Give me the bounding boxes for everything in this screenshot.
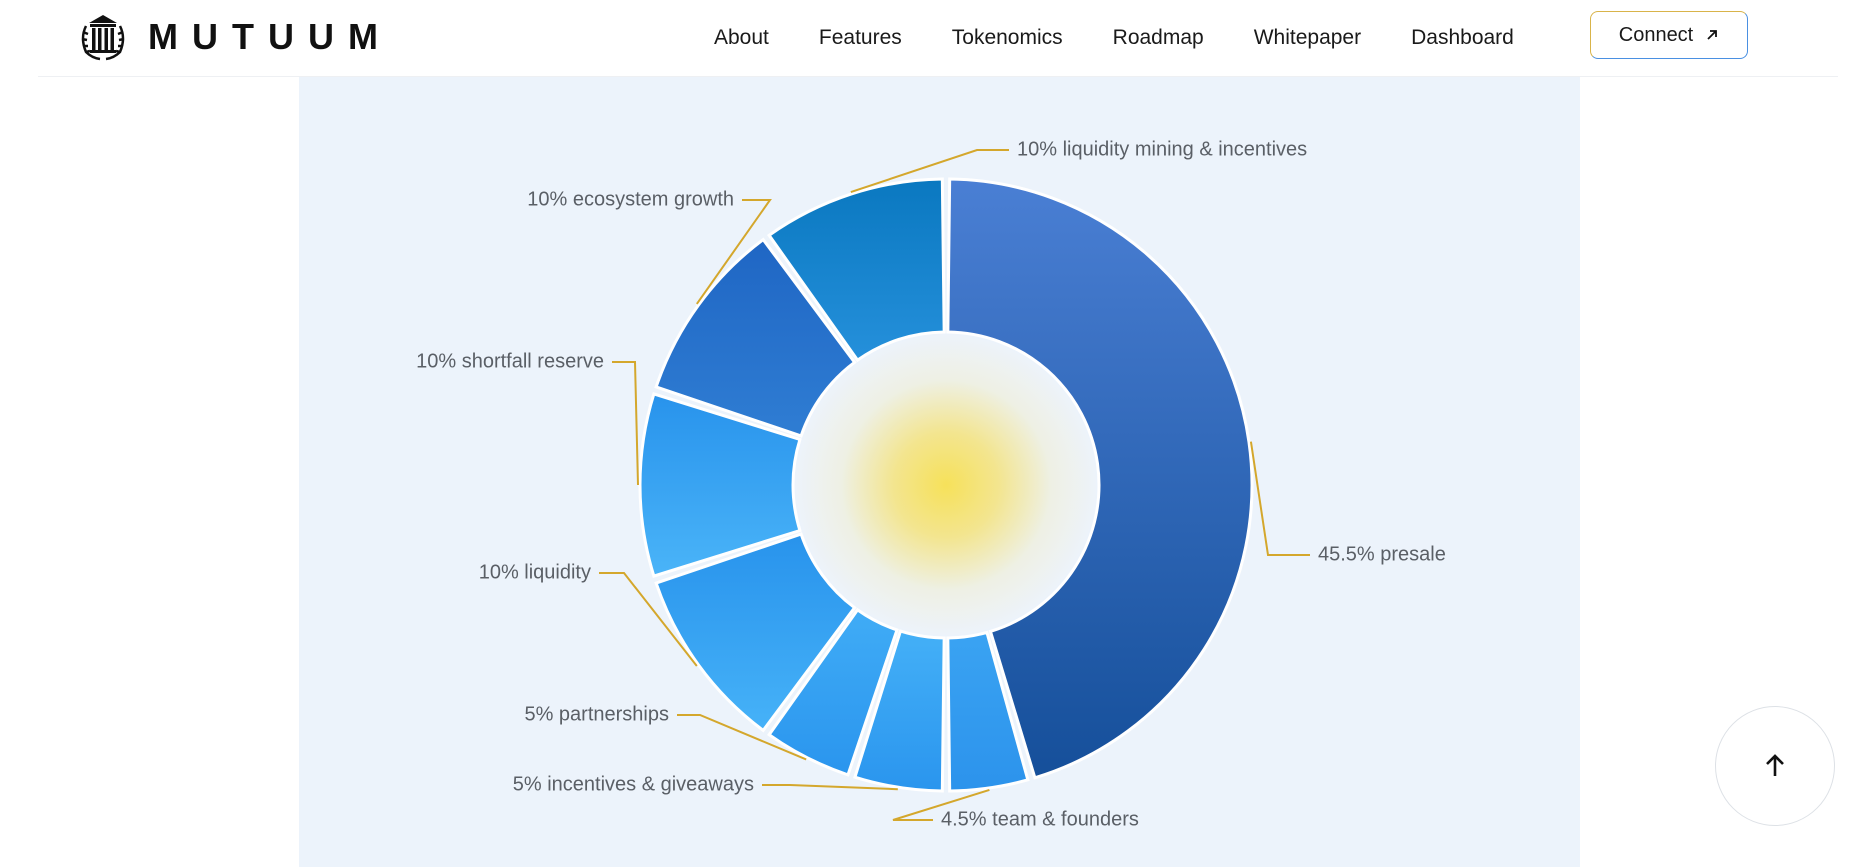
leader-line-2	[892, 788, 990, 821]
logo-text: MUTUUM	[148, 16, 392, 57]
nav-whitepaper[interactable]: Whitepaper	[1253, 26, 1362, 49]
donut-slice-8[interactable]	[767, 177, 946, 363]
arrow-up-right-icon	[1707, 30, 1718, 40]
slice-label-3: 5% incentives & giveaways	[513, 773, 754, 795]
donut-slice-2[interactable]	[946, 630, 1030, 793]
nav-features[interactable]: Features	[818, 26, 902, 49]
leader-line-1	[1249, 441, 1310, 556]
leader-line-4	[677, 714, 807, 761]
site-header: MUTUUM About Features Tokenomics Roadmap…	[38, 0, 1838, 77]
nav-about[interactable]: About	[714, 26, 769, 49]
nav-dashboard[interactable]: Dashboard	[1411, 26, 1514, 49]
slice-label-5: 10% liquidity	[479, 561, 591, 583]
slice-label-4: 5% partnerships	[524, 703, 669, 725]
mutuum-column-laurel-icon	[81, 15, 125, 61]
connect-label: Connect	[1618, 23, 1694, 46]
slice-label-2: 4.5% team & founders	[941, 808, 1139, 830]
arrow-up-icon	[1766, 754, 1784, 776]
leader-line-8	[850, 149, 1009, 194]
slice-label-7: 10% ecosystem growth	[527, 188, 734, 210]
nav-tokenomics[interactable]: Tokenomics	[951, 26, 1063, 49]
slice-label-8: 10% liquidity mining & incentives	[1017, 138, 1307, 160]
leader-line-5	[599, 572, 698, 667]
donut-slice-6[interactable]	[638, 392, 802, 578]
nav-roadmap[interactable]: Roadmap	[1112, 26, 1204, 49]
donut-slice-4[interactable]	[767, 607, 899, 777]
donut-slice-7[interactable]	[654, 237, 857, 438]
back-to-top-button[interactable]	[1715, 706, 1835, 826]
slice-label-1: 45.5% presale	[1318, 543, 1446, 565]
leader-line-6	[612, 361, 639, 486]
donut-slice-5[interactable]	[654, 532, 857, 733]
donut-slice-3[interactable]	[853, 629, 946, 793]
logo[interactable]: MUTUUM	[78, 12, 392, 62]
leader-line-7	[696, 199, 772, 305]
donut-slice-1[interactable]	[946, 177, 1254, 780]
main-nav: About Features Tokenomics Roadmap Whitep…	[714, 0, 1564, 76]
leader-line-3	[762, 784, 898, 791]
slice-label-6: 10% shortfall reserve	[416, 350, 604, 372]
connect-button[interactable]: Connect	[1590, 11, 1748, 59]
donut-center	[796, 335, 1096, 635]
